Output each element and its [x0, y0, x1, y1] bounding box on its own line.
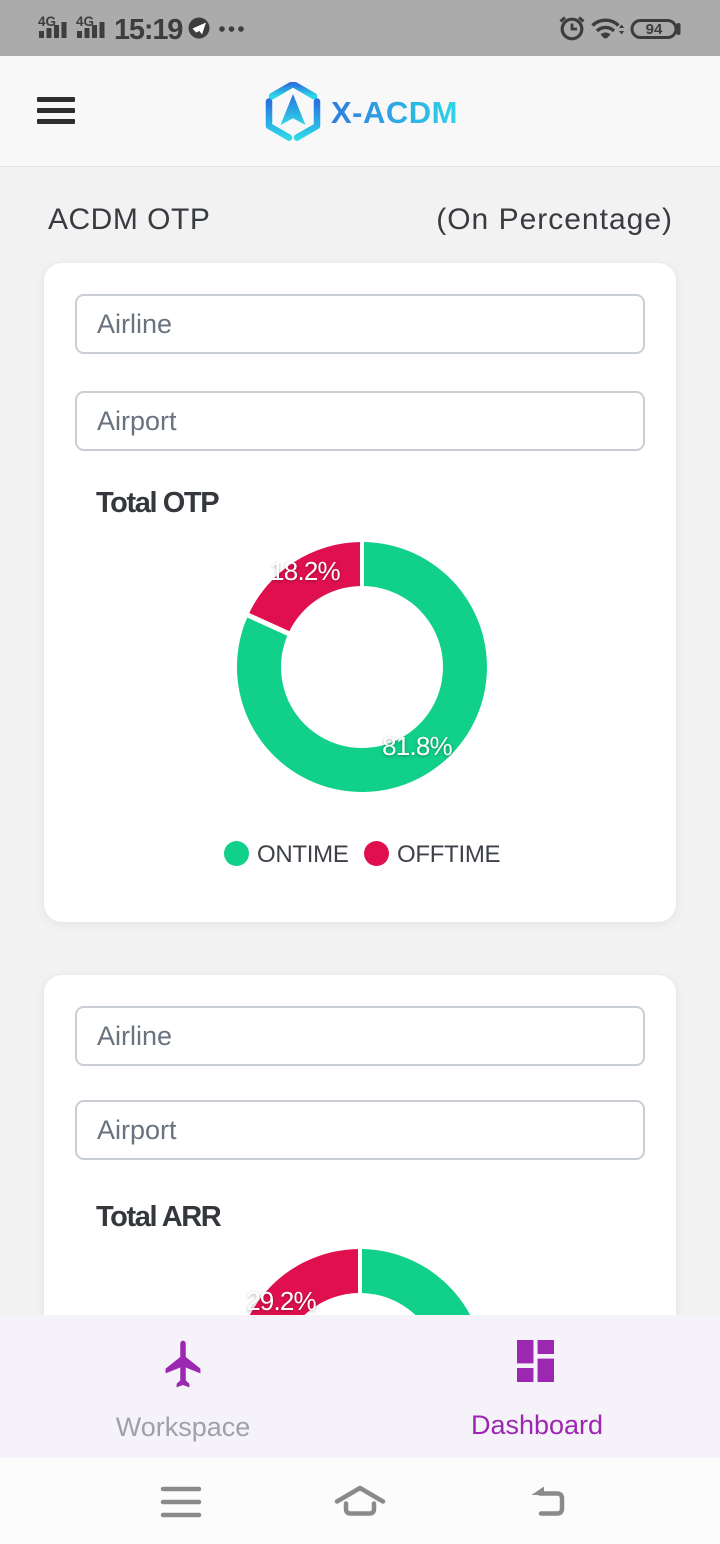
svg-text:4G: 4G — [38, 14, 56, 29]
svg-text:15:19: 15:19 — [114, 14, 183, 46]
svg-text:X-ACDM: X-ACDM — [331, 95, 458, 130]
svg-text:94: 94 — [646, 21, 663, 38]
svg-text:4G: 4G — [76, 14, 94, 29]
